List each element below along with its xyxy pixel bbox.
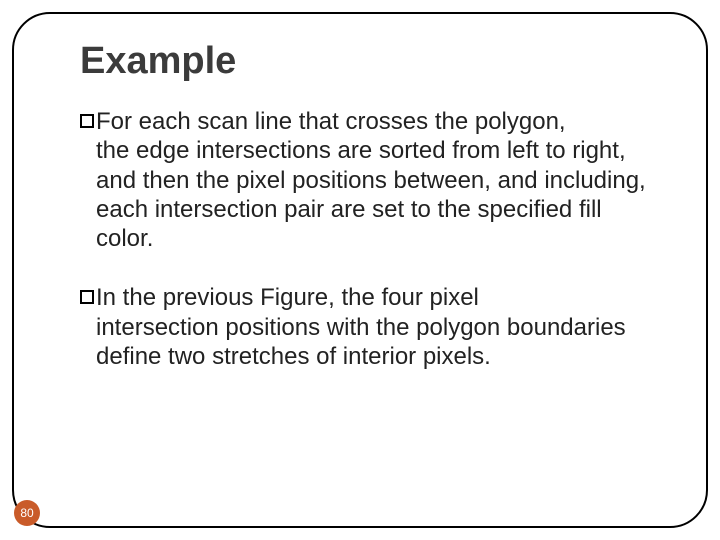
- bullet-rest: intersection positions with the polygon …: [96, 313, 660, 372]
- page-number-badge: 80: [14, 500, 40, 526]
- slide-content: Example For each scan line that crosses …: [80, 40, 660, 401]
- bullet-item: For each scan line that crosses the poly…: [80, 107, 660, 253]
- bullet-item: In the previous Figure, the four pixel i…: [80, 283, 660, 371]
- page-number-text: 80: [20, 506, 33, 520]
- slide-title: Example: [80, 40, 660, 83]
- bullet-square-icon: [80, 114, 94, 128]
- bullet-first-line: In the previous Figure, the four pixel: [96, 283, 479, 312]
- bullet-rest: the edge intersections are sorted from l…: [96, 136, 660, 253]
- bullet-first-line: For each scan line that crosses the poly…: [96, 107, 566, 136]
- bullet-square-icon: [80, 290, 94, 304]
